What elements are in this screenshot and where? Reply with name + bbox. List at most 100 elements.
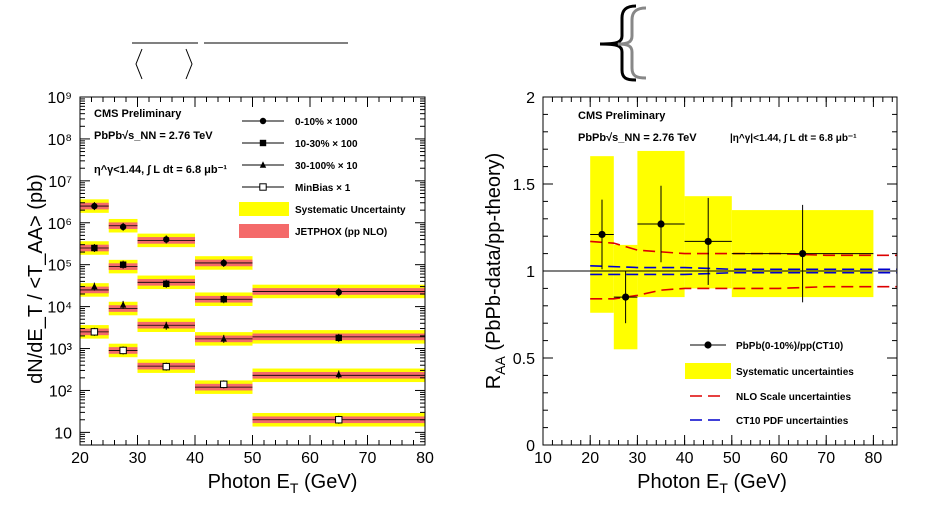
data-point xyxy=(622,293,630,301)
x-tick-label: 80 xyxy=(865,450,883,467)
data-point xyxy=(657,220,665,228)
cms-preliminary-label: CMS Preliminary xyxy=(94,108,182,120)
point-marker xyxy=(335,289,342,296)
ct10-pdf-lower-curve xyxy=(590,271,897,276)
data-point xyxy=(598,230,606,239)
series-3 xyxy=(80,282,425,383)
point-marker xyxy=(259,161,267,168)
point-marker xyxy=(163,322,170,329)
x-tick-label: 20 xyxy=(71,450,89,467)
nlo-scale-upper-curve xyxy=(590,240,897,257)
x-tick-label: 10 xyxy=(534,450,552,467)
legend-label: PbPb(0-10%)/pp(CT10) xyxy=(736,341,843,352)
legend-marker xyxy=(704,341,712,349)
point-marker xyxy=(163,236,170,243)
legend-entry: 0-10% × 1000 xyxy=(242,117,358,128)
x-tick-label: 70 xyxy=(817,450,835,467)
x-tick-label: 40 xyxy=(676,450,694,467)
y-axis-label: RAA (PbPb-data/pp-theory) xyxy=(483,153,508,390)
point-marker xyxy=(335,416,343,424)
y-axis-label: dN/dE_T / <T_AA> (pb) xyxy=(25,174,47,384)
x-axis-label: Photon ET (GeV) xyxy=(637,471,787,496)
legend-label: CT10 PDF uncertainties xyxy=(736,416,849,427)
legend-swatch xyxy=(239,224,289,238)
y-tick-label: 0.5 xyxy=(513,351,535,368)
point-marker xyxy=(220,380,228,389)
y-tick-label: 10⁶ xyxy=(48,216,72,233)
series-2 xyxy=(80,241,425,344)
point-marker xyxy=(91,244,98,252)
legend-entry: 30-100% × 10 xyxy=(242,161,358,172)
top-decoration-braces xyxy=(599,4,647,82)
x-tick-label: 20 xyxy=(581,450,599,467)
legend-label: Systematic uncertainties xyxy=(736,367,854,378)
legend-entry: PbPb(0-10%)/pp(CT10) xyxy=(690,341,843,352)
point-marker xyxy=(119,346,127,355)
point-marker xyxy=(91,282,98,290)
point-marker xyxy=(335,334,342,342)
series-4 xyxy=(80,325,425,427)
data-point xyxy=(799,250,807,258)
legend-entry: Systematic Uncertainty xyxy=(239,202,406,216)
legend-entry: CT10 PDF uncertainties xyxy=(690,416,849,427)
y-tick-label: 2 xyxy=(526,90,535,107)
point-marker xyxy=(259,117,267,125)
y-tick-label: 10⁴ xyxy=(47,300,72,317)
right-chart-panel: 10 20 30 40 50 60 70 80 0 0.5 1 1.5 2 Photon ET (GeV)… xyxy=(483,90,898,496)
point-marker xyxy=(335,370,342,378)
nlo-scale-lower-curve xyxy=(590,285,897,300)
legend-label: 0-10% × 1000 xyxy=(295,117,358,128)
x-tick-label: 60 xyxy=(301,450,319,467)
legend-label: 30-100% × 10 xyxy=(295,161,358,172)
point-marker xyxy=(119,261,127,268)
legend-swatch xyxy=(239,202,289,216)
point-marker xyxy=(91,202,98,210)
collision-system-label: PbPb√s_NN = 2.76 TeV xyxy=(94,130,213,142)
left-chart-panel: 20 30 40 50 60 70 80 10 10² 10³ 10⁴ 10⁵ 10⁶ 10⁷ 10⁸ 10⁹… xyxy=(25,90,434,496)
series-1 xyxy=(80,199,425,299)
y-tick-label: 10⁷ xyxy=(48,174,72,191)
x-tick-label: 30 xyxy=(129,450,147,467)
legend-label: 10-30% × 100 xyxy=(295,139,358,150)
legend-label: Systematic Uncertainty xyxy=(295,205,406,216)
legend-entry: MinBias × 1 xyxy=(242,183,351,194)
top-decoration-left xyxy=(132,42,348,80)
y-tick-label: 10³ xyxy=(49,342,73,359)
kinematic-cut-label: |η^γ|<1.44, ∫ L dt = 6.8 μb⁻¹ xyxy=(730,133,857,144)
legend-entry: 10-30% × 100 xyxy=(242,139,358,150)
y-tick-label: 0 xyxy=(526,438,535,455)
legend-label: NLO Scale uncertainties xyxy=(736,392,851,403)
collision-system-label: PbPb√s_NN = 2.76 TeV xyxy=(578,132,697,144)
x-axis-label: Photon ET (GeV) xyxy=(208,471,358,496)
point-marker xyxy=(220,259,227,267)
legend-entry: Systematic uncertainties xyxy=(685,363,854,379)
point-marker xyxy=(119,223,127,231)
y-tick-label: 10² xyxy=(49,383,73,400)
point-marker xyxy=(90,328,99,336)
x-tick-label: 80 xyxy=(416,450,434,467)
point-marker xyxy=(220,335,227,342)
y-tick-label: 10 xyxy=(54,425,72,442)
x-tick-label: 30 xyxy=(629,450,647,467)
point-marker xyxy=(119,301,127,308)
cms-preliminary-label: CMS Preliminary xyxy=(578,110,666,122)
x-tick-label: 70 xyxy=(359,450,377,467)
ct10-pdf-upper-curve xyxy=(590,264,897,271)
y-tick-label: 10⁵ xyxy=(48,258,72,275)
kinematic-cut-label: η^γ<1.44, ∫ L dt = 6.8 μb⁻¹ xyxy=(94,164,227,176)
x-tick-label: 60 xyxy=(770,450,788,467)
legend-label: JETPHOX (pp NLO) xyxy=(295,227,387,238)
point-marker xyxy=(259,139,267,147)
point-marker xyxy=(162,362,170,371)
y-tick-label: 10⁸ xyxy=(47,132,72,149)
y-tick-label: 10⁹ xyxy=(47,90,72,107)
y-tick-label: 1 xyxy=(526,264,535,281)
y-tick-label: 1.5 xyxy=(513,177,535,194)
point-marker xyxy=(259,183,267,191)
x-tick-label: 50 xyxy=(723,450,741,467)
legend-swatch xyxy=(685,363,731,379)
x-tick-label: 50 xyxy=(244,450,262,467)
x-tick-label: 40 xyxy=(186,450,204,467)
legend-entry: JETPHOX (pp NLO) xyxy=(239,224,387,238)
